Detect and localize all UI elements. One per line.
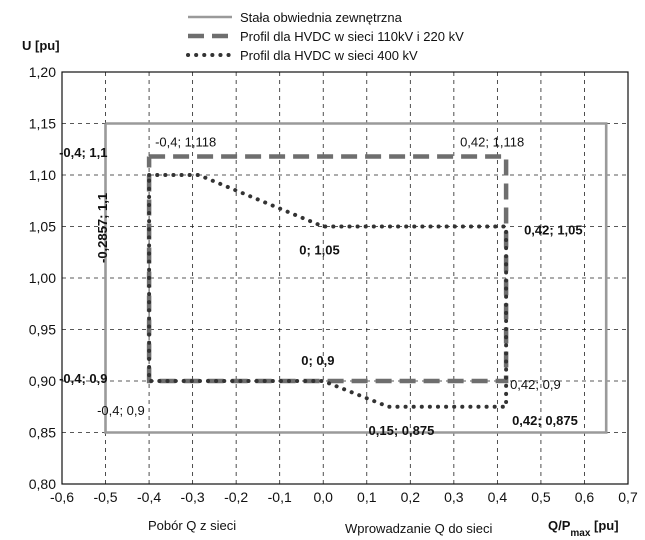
- point-annotation: -0,4; 1,1: [59, 145, 107, 160]
- x-tick-label: -0,5: [93, 489, 117, 505]
- x-tick-label: 0,2: [401, 489, 421, 505]
- x-tick-label: -0,3: [181, 489, 205, 505]
- x-axis-title-subscript: max: [570, 528, 590, 539]
- x-tick-label: -0,4: [137, 489, 161, 505]
- point-annotation: 0; 1,05: [299, 243, 339, 258]
- legend-item-outer-envelope: Stała obwiednia zewnętrzna: [188, 10, 403, 25]
- series-line-0: [104, 122, 608, 434]
- x-tick-label: -0,6: [50, 489, 74, 505]
- legend-item-hvdc-400: Profil dla HVDC w sieci 400 kV: [186, 48, 418, 63]
- y-tick-label: 1,10: [29, 167, 56, 183]
- x-tick-label: 0,4: [488, 489, 508, 505]
- point-annotation: -0,4; 1,118: [155, 134, 216, 149]
- x-tick-label: 0,6: [575, 489, 595, 505]
- x-axis-title: Q/Pmax [pu]: [548, 518, 619, 539]
- point-annotation: -0,2857; 1,1: [95, 193, 110, 263]
- x-tick-label: -0,1: [268, 489, 292, 505]
- series-line-2: [147, 173, 509, 409]
- y-tick-label: 1,15: [29, 116, 56, 132]
- y-tick-label: 0,95: [29, 322, 56, 338]
- y-tick-label: 0,80: [29, 476, 56, 492]
- point-annotation: 0,15; 0,875: [369, 423, 435, 438]
- x-tick-label: 0,5: [531, 489, 551, 505]
- x-axis-title-unit: [pu]: [590, 518, 618, 533]
- legend: Stała obwiednia zewnętrzna Profil dla HV…: [186, 10, 464, 63]
- legend-item-hvdc-110-220: Profil dla HVDC w sieci 110kV i 220 kV: [188, 29, 464, 44]
- point-annotation: -0,4; 0,9: [59, 371, 107, 386]
- legend-label-hvdc-110-220: Profil dla HVDC w sieci 110kV i 220 kV: [240, 29, 464, 44]
- x-tick-label: 0,0: [313, 489, 333, 505]
- x-tick-label: 0,1: [357, 489, 377, 505]
- plot-frame: [61, 71, 629, 485]
- point-annotation: 0,42; 1,05: [524, 223, 583, 238]
- x-axis-title-main: Q/P: [548, 518, 571, 533]
- series-layer: [104, 122, 608, 434]
- point-annotation: 0,42; 1,118: [460, 134, 524, 149]
- x-axis-right-caption: Wprowadzanie Q do sieci: [345, 521, 493, 536]
- point-annotation: 0,42; 0,9: [510, 377, 561, 392]
- legend-label-outer-envelope: Stała obwiednia zewnętrzna: [240, 10, 403, 25]
- y-tick-label: 1,00: [29, 270, 56, 286]
- series-line-1: [146, 154, 509, 384]
- y-tick-label: 0,90: [29, 373, 56, 389]
- x-axis-left-caption: Pobór Q z sieci: [148, 518, 236, 533]
- point-annotations: -0,4; 1,118 0,42; 1,118 -0,4; 1,1 0,42; 1,0…: [59, 134, 583, 437]
- y-tick-label: 0,85: [29, 425, 56, 441]
- point-annotation: 0,42; 0,875: [512, 413, 578, 428]
- legend-label-hvdc-400: Profil dla HVDC w sieci 400 kV: [240, 48, 418, 63]
- point-annotation: 0; 0,9: [301, 353, 334, 368]
- x-tick-label: -0,2: [224, 489, 248, 505]
- y-axis-title: U [pu]: [22, 38, 60, 53]
- tick-labels: -0,6 -0,5 -0,4 -0,3 -0,2 -0,1 0,0 0,1 0,2 0,3 0,4 0…: [29, 64, 638, 505]
- point-annotation: -0,4; 0,9: [97, 403, 145, 418]
- x-tick-label: 0,7: [618, 489, 638, 505]
- y-tick-label: 1,20: [29, 64, 56, 80]
- y-tick-label: 1,05: [29, 219, 56, 235]
- x-tick-label: 0,3: [444, 489, 464, 505]
